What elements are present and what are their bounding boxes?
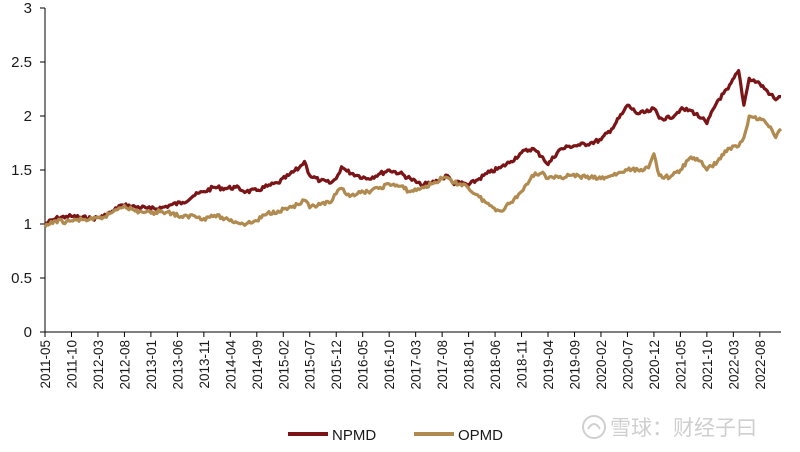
x-tick-label: 2018-11 [515, 340, 530, 389]
y-tick-label: 3 [24, 0, 32, 17]
x-tick-label: 2012-03 [91, 340, 106, 390]
y-tick-label: 0 [24, 324, 32, 341]
x-tick-label: 2014-04 [223, 340, 238, 390]
legend: NPMD OPMD [288, 427, 503, 444]
y-tick-label: 1.5 [11, 162, 32, 179]
x-tick-label: 2018-01 [462, 340, 477, 390]
x-tick-label: 2022-03 [726, 340, 741, 390]
x-tick-label: 2020-12 [647, 340, 662, 390]
y-tick-label: 1 [24, 216, 32, 233]
x-tick-label: 2013-06 [170, 340, 185, 390]
x-tick-label: 2017-08 [435, 340, 450, 390]
legend-label-npmd: NPMD [332, 427, 376, 444]
x-tick-label: 2016-05 [356, 340, 371, 390]
series-line-opmd [43, 114, 783, 228]
x-tick-label: 2012-08 [117, 340, 132, 390]
y-tick-label: 2.5 [11, 54, 32, 71]
x-axis: 2011-05 2011-10 2012-03 2012-08 2013-01 2013-… [38, 331, 781, 390]
watermark: 雪球：财经子曰 [582, 415, 757, 440]
x-tick-label: 2019-04 [541, 340, 556, 390]
y-tick-label: 0.5 [11, 270, 32, 287]
x-tick-label: 2020-07 [620, 340, 635, 390]
x-tick-label: 2013-01 [144, 340, 159, 390]
series-lines [43, 68, 783, 228]
x-tick-label: 2015-12 [329, 340, 344, 390]
x-tick-label: 2011-10 [64, 340, 79, 389]
x-tick-label: 2015-02 [276, 340, 291, 390]
x-tick-label: 2022-08 [753, 340, 768, 390]
legend-label-opmd: OPMD [458, 427, 503, 444]
x-tick-label: 2018-06 [488, 340, 503, 390]
x-tick-label: 2015-07 [303, 340, 318, 390]
x-tick-label: 2013-11 [197, 340, 212, 389]
x-tick-label: 2021-10 [700, 340, 715, 390]
y-tick-label: 2 [24, 108, 32, 125]
x-tick-label: 2014-09 [250, 340, 265, 390]
y-axis: 0 0.5 1 1.5 2 2.5 3 [11, 0, 46, 341]
x-tick-label: 2017-03 [409, 340, 424, 390]
x-tick-label: 2020-02 [594, 340, 609, 390]
x-tick-label: 2011-05 [38, 340, 53, 389]
x-tick-label: 2019-09 [567, 340, 582, 390]
x-tick-label: 2021-05 [673, 340, 688, 390]
snowball-logo-icon [582, 415, 606, 439]
watermark-text: 雪球：财经子曰 [610, 417, 757, 440]
x-tick-label: 2016-10 [382, 340, 397, 390]
series-line-npmd [44, 68, 782, 226]
